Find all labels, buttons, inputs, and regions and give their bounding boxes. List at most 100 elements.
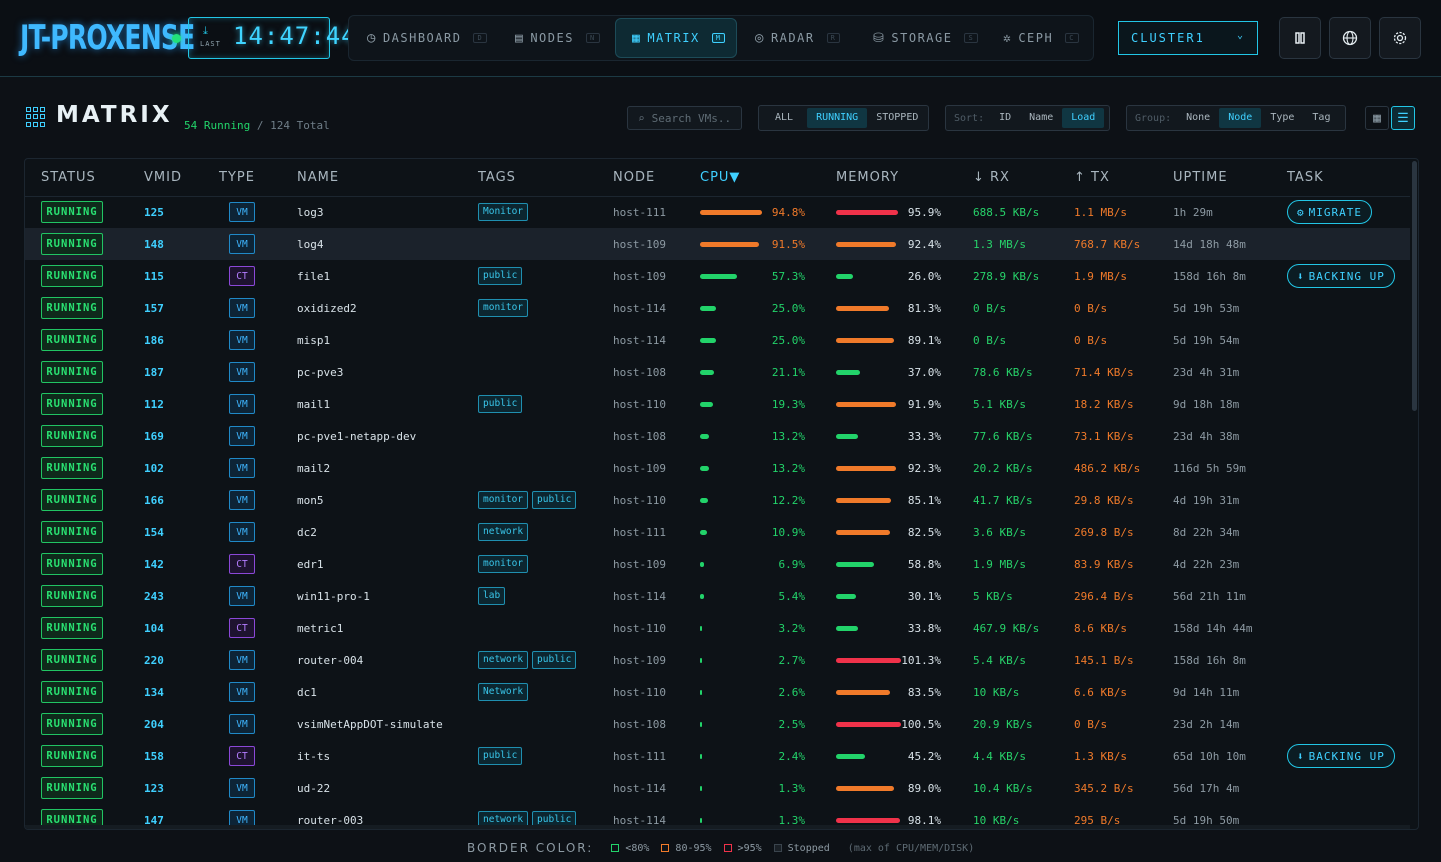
table-row[interactable]: RUNNING 157 VM oxidized2 monitor host-114 25.0… (25, 292, 1410, 324)
node-name[interactable]: host-114 (613, 301, 666, 315)
vmid[interactable]: 134 (144, 685, 164, 699)
table-row[interactable]: RUNNING 154 VM dc2 network host-111 10.9% 82.5%… (25, 516, 1410, 548)
tag-badge[interactable]: network (478, 523, 529, 541)
migrate-task-button[interactable]: ⚙ MIGRATE (1287, 200, 1372, 224)
node-name[interactable]: host-108 (613, 365, 666, 379)
tag-badge[interactable]: monitor (478, 299, 529, 317)
table-row[interactable]: RUNNING 123 VM ud-22 host-114 1.3% 89.0% 10.4 K… (25, 772, 1410, 804)
tab-storage[interactable]: ⛁ STORAGE S (873, 18, 979, 58)
table-row[interactable]: RUNNING 112 VM mail1 public host-110 19.3% 91.9… (25, 388, 1410, 420)
node-name[interactable]: host-109 (613, 653, 666, 667)
node-name[interactable]: host-108 (613, 717, 666, 731)
col-node[interactable]: NODE (613, 170, 656, 185)
node-name[interactable]: host-109 (613, 557, 666, 571)
table-row[interactable]: RUNNING 169 VM pc-pve1-netapp-dev host-108 13… (25, 420, 1410, 452)
node-name[interactable]: host-111 (613, 205, 666, 219)
vmid[interactable]: 147 (144, 813, 164, 827)
col-uptime[interactable]: UPTIME (1173, 170, 1228, 185)
vmid[interactable]: 154 (144, 525, 164, 539)
col-task[interactable]: TASK (1287, 170, 1324, 185)
vm-name[interactable]: log4 (297, 237, 324, 251)
col-status[interactable]: STATUS (41, 170, 96, 185)
col-cpu[interactable]: CPU▼ (700, 170, 741, 185)
vmid[interactable]: 157 (144, 301, 164, 315)
vm-name[interactable]: mail1 (297, 397, 331, 411)
node-name[interactable]: host-108 (613, 429, 666, 443)
vmid[interactable]: 104 (144, 621, 164, 635)
node-name[interactable]: host-110 (613, 397, 666, 411)
list-view-button[interactable]: ☰ (1391, 106, 1415, 130)
group-tag[interactable]: Tag (1312, 112, 1331, 123)
tag-badge[interactable]: monitor (478, 491, 529, 509)
node-name[interactable]: host-114 (613, 333, 666, 347)
tab-dashboard[interactable]: ◷ DASHBOARD D (367, 18, 488, 58)
vm-name[interactable]: file1 (297, 269, 331, 283)
tag-badge[interactable]: Monitor (478, 203, 529, 221)
vmid[interactable]: 115 (144, 269, 164, 283)
sort-load[interactable]: Load (1062, 108, 1105, 128)
table-row[interactable]: RUNNING 148 VM log4 host-109 91.5% 92.4% 1.3 MB… (25, 228, 1410, 260)
table-row[interactable]: RUNNING 166 VM mon5 monitor public host-110 12.… (25, 484, 1410, 516)
vmid[interactable]: 186 (144, 333, 164, 347)
table-row[interactable]: RUNNING 220 VM router-004 network public host-… (25, 644, 1410, 676)
vm-name[interactable]: dc1 (297, 685, 317, 699)
tab-matrix[interactable]: ▦ MATRIX M (615, 18, 737, 58)
vmid[interactable]: 125 (144, 205, 164, 219)
vmid[interactable]: 158 (144, 749, 164, 763)
vm-name[interactable]: router-004 (297, 653, 364, 667)
filter-all[interactable]: ALL (775, 112, 794, 123)
vm-name[interactable]: dc2 (297, 525, 317, 539)
vmid[interactable]: 142 (144, 557, 164, 571)
table-row[interactable]: RUNNING 102 VM mail2 host-109 13.2% 92.3% 20.2 … (25, 452, 1410, 484)
group-type[interactable]: Type (1270, 112, 1295, 123)
node-name[interactable]: host-114 (613, 589, 666, 603)
table-row[interactable]: RUNNING 115 CT file1 public host-109 57.3% 26.0… (25, 260, 1410, 292)
tab-ceph[interactable]: ✲ CEPH C (1003, 18, 1079, 58)
tag-badge[interactable]: monitor (478, 555, 529, 573)
vmid[interactable]: 187 (144, 365, 164, 379)
vm-name[interactable]: mon5 (297, 493, 324, 507)
node-name[interactable]: host-111 (613, 525, 666, 539)
backup-task-button[interactable]: ⬇ BACKING UP (1287, 744, 1395, 768)
backup-task-button[interactable]: ⬇ BACKING UP (1287, 264, 1395, 288)
table-row[interactable]: RUNNING 125 VM log3 Monitor host-111 94.8% 95.9… (25, 196, 1410, 228)
tag-badge[interactable]: public (532, 651, 577, 669)
vm-name[interactable]: mail2 (297, 461, 331, 475)
tag-badge[interactable]: public (532, 491, 577, 509)
vm-name[interactable]: ud-22 (297, 781, 331, 795)
vm-name[interactable]: it-ts (297, 749, 331, 763)
vmid[interactable]: 123 (144, 781, 164, 795)
vmid[interactable]: 102 (144, 461, 164, 475)
col-tx[interactable]: ↑ TX (1074, 170, 1110, 185)
node-name[interactable]: host-111 (613, 749, 666, 763)
tag-badge[interactable]: public (478, 747, 523, 765)
table-row[interactable]: RUNNING 158 CT it-ts public host-111 2.4% 45.2%… (25, 740, 1410, 772)
col-rx[interactable]: ↓ RX (973, 170, 1010, 185)
grid-view-button[interactable]: ▦ (1365, 106, 1389, 130)
vm-name[interactable]: pc-pve3 (297, 365, 344, 379)
vm-name[interactable]: win11-pro-1 (297, 589, 370, 603)
table-row[interactable]: RUNNING 186 VM misp1 host-114 25.0% 89.1% 0 B/s… (25, 324, 1410, 356)
search-input[interactable] (651, 111, 732, 125)
tag-badge[interactable]: public (478, 267, 523, 285)
vmid[interactable]: 169 (144, 429, 164, 443)
node-name[interactable]: host-109 (613, 461, 666, 475)
node-name[interactable]: host-110 (613, 621, 666, 635)
settings-button[interactable] (1379, 17, 1421, 59)
horizontal-scrollbar[interactable] (25, 825, 1410, 829)
col-memory[interactable]: MEMORY (836, 170, 900, 185)
vm-name[interactable]: edr1 (297, 557, 324, 571)
table-row[interactable]: RUNNING 147 VM router-003 network public host-… (25, 804, 1410, 829)
vmid[interactable]: 112 (144, 397, 164, 411)
table-row[interactable]: RUNNING 104 CT metric1 host-110 3.2% 33.8% 467.… (25, 612, 1410, 644)
app-logo[interactable]: JT-PROXENSE (20, 18, 195, 58)
node-name[interactable]: host-109 (613, 269, 666, 283)
vm-name[interactable]: router-003 (297, 813, 364, 827)
node-name[interactable]: host-109 (613, 237, 666, 251)
language-button[interactable] (1329, 17, 1371, 59)
vm-name[interactable]: log3 (297, 205, 324, 219)
node-name[interactable]: host-110 (613, 685, 666, 699)
tab-radar[interactable]: ◎ RADAR R (755, 18, 841, 58)
sort-id[interactable]: ID (999, 112, 1012, 123)
tag-badge[interactable]: Network (478, 683, 529, 701)
